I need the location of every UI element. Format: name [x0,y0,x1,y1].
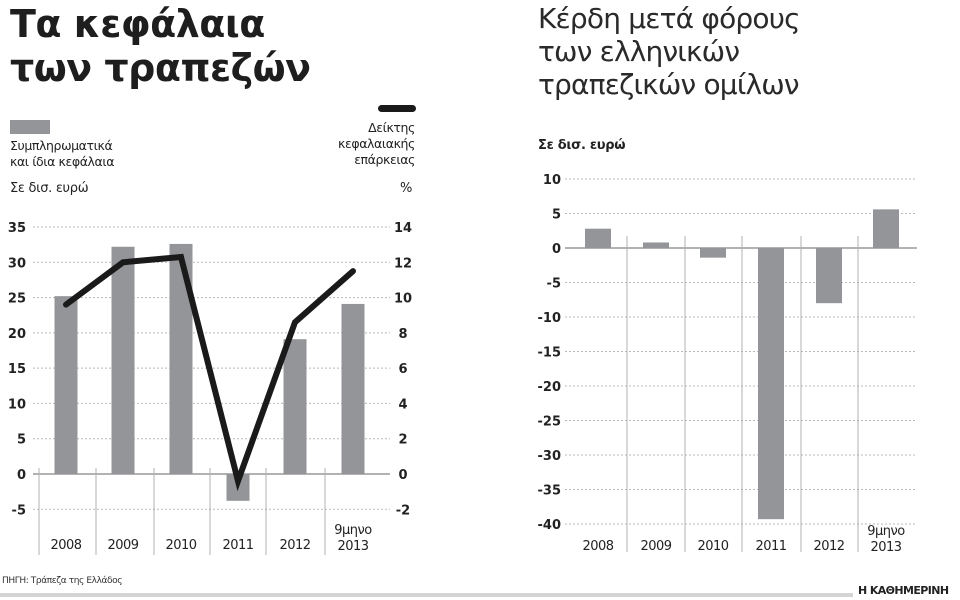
bar-profit [816,248,842,304]
category-label: 2008 [50,538,81,553]
right-axis-unit: % [400,181,413,196]
footer-divider [0,593,853,597]
right-axis-tick: 0 [398,468,407,483]
left-axis-tick: 30 [8,256,26,271]
left-axis-tick: 0 [17,468,26,483]
axis-tick: -10 [538,311,562,326]
bar-profit [585,228,611,248]
right-axis-tick: 8 [398,327,407,342]
category-label: 2008 [582,539,613,554]
bar-profit [643,242,669,248]
left-axis-tick: 15 [8,362,26,377]
right-axis-tick: 14 [394,221,412,236]
bar-capital [111,246,135,474]
bar-capital [341,303,365,474]
category-label: 9μηνο [334,523,372,538]
legend-bar-label: Συμπληρωματικά και ίδια κεφάλαια [10,138,114,170]
bar-capital [283,339,307,474]
line-capital-adequacy [63,253,356,492]
legend-bar-label-line1: Συμπληρωματικά [10,138,113,153]
category-label: 2012 [813,539,844,554]
left-axis-tick: 35 [8,221,26,236]
legend-line-label: Δείκτης κεφαλαιακής επάρκειας [338,120,415,168]
category-label: 2012 [279,538,310,553]
right-axis-tick: 10 [394,292,412,307]
bar-capital [169,243,193,474]
right-chart-title-line2: των ελληνικών [538,35,740,68]
right-chart-title-line1: Κέρδη μετά φόρους [538,2,801,35]
axis-tick: -35 [538,484,562,499]
category-label: 2010 [165,538,196,553]
axis-tick: -15 [538,346,562,361]
right-chart: 10 5 0 -5 -10 -15 -20 -25 -30 -35 -40 2008 2009 2010 2… [538,173,917,555]
left-axis-unit: Σε δισ. ευρώ [10,181,89,196]
left-chart-title-line1: Τα κεφάλαια [10,2,265,46]
axis-tick: -25 [538,415,562,430]
axis-tick: -40 [538,518,562,533]
left-axis-tick: 25 [8,292,26,307]
bar-profit [873,209,899,248]
left-axis-tick: 5 [17,433,26,448]
legend-line-swatch [378,105,416,112]
axis-tick: 10 [543,173,561,188]
footer-brand-logo: Η ΚΑΘΗΜΕΡΙΝΗ [858,584,949,597]
right-axis-tick: 2 [398,433,407,448]
left-axis-tick: 20 [8,327,26,342]
right-chart-title: Κέρδη μετά φόρους των ελληνικών τραπεζικ… [538,2,801,101]
left-chart-title-line2: των τραπεζών [10,46,311,90]
legend-bar-swatch [10,120,50,134]
category-label: 2013 [337,539,368,554]
right-chart-unit: Σε δισ. ευρώ [538,138,626,153]
legend-bar-label-line2: και ίδια κεφάλαια [10,154,115,169]
right-axis-tick: 4 [398,397,407,412]
legend-line-label-line3: επάρκειας [354,152,415,167]
category-label: 9μηνο [867,524,905,539]
category-label: 2011 [222,538,253,553]
category-label: 2013 [870,540,901,555]
axis-tick: -20 [538,380,562,395]
left-axis-tick: -5 [12,503,26,518]
left-chart-title: Τα κεφάλαια των τραπεζών [10,2,311,90]
footer-source: ΠΗΓΗ: Τράπεζα της Ελλάδος [2,576,123,586]
axis-tick: 5 [552,208,561,223]
bar-profit [758,248,784,520]
axis-tick: 0 [552,242,561,257]
category-label: 2009 [107,538,138,553]
right-axis-tick: -2 [396,503,410,518]
category-label: 2010 [697,539,728,554]
left-axis-tick: 10 [8,397,26,412]
bar-capital [54,296,78,474]
right-axis-tick: 12 [394,256,412,271]
legend-line-label-line1: Δείκτης [368,120,415,135]
right-chart-title-line3: τραπεζικών ομίλων [538,68,800,101]
bar-profit [700,248,726,258]
category-label: 2009 [640,539,671,554]
axis-tick: -30 [538,449,562,464]
category-label: 2011 [755,539,786,554]
legend-line-label-line2: κεφαλαιακής [338,136,415,151]
right-axis-tick: 6 [398,362,407,377]
axis-tick: -5 [547,277,561,292]
